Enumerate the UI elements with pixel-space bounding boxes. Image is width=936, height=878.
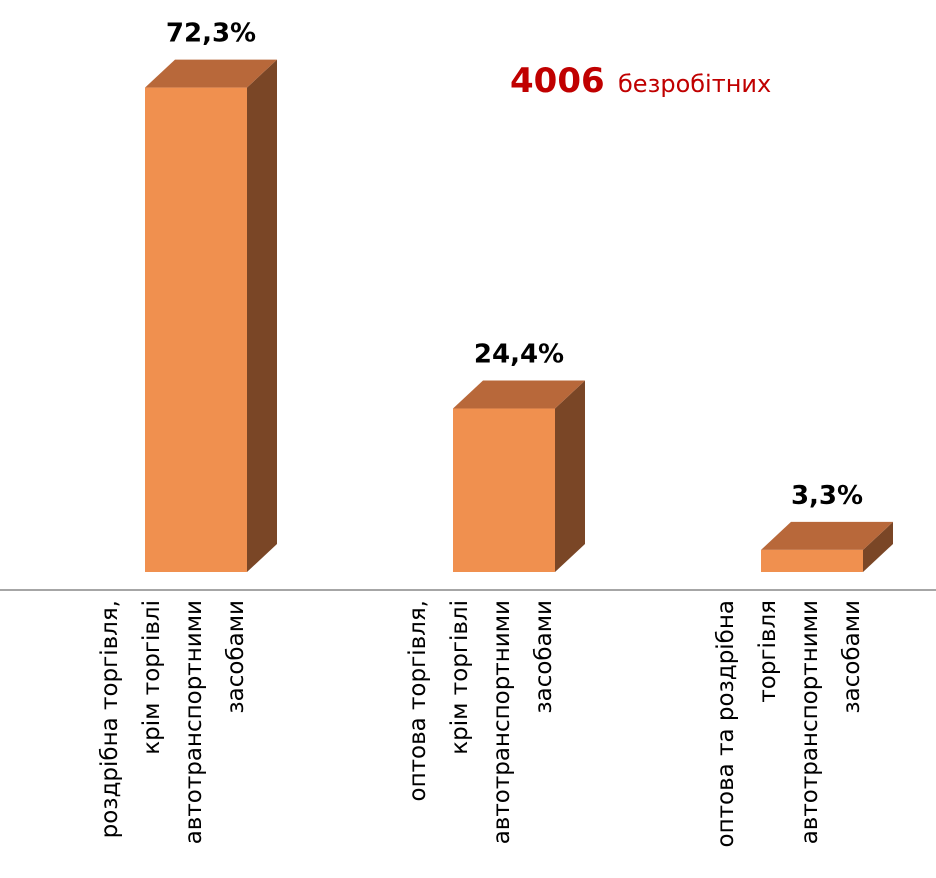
x-tick-label: автотранспортними <box>181 600 207 844</box>
bar <box>145 87 247 572</box>
x-tick-label: засобами <box>839 600 865 714</box>
bar-top <box>145 59 277 88</box>
x-tick-label: засобами <box>531 600 557 714</box>
x-tick-label: крім торгівлі <box>447 600 473 755</box>
annotation-number: 4006 <box>510 61 605 101</box>
x-tick-label: автотранспортними <box>797 600 823 844</box>
x-tick-label: засобами <box>223 600 249 714</box>
value-label: 24,4% <box>474 340 564 370</box>
value-label: 3,3% <box>791 481 863 511</box>
bar-side <box>555 380 585 572</box>
bar <box>453 408 555 572</box>
x-tick-label: роздрібна торгівля, <box>97 600 123 838</box>
x-tick-label: крім торгівлі <box>139 600 165 755</box>
bar <box>761 549 863 572</box>
annotation-text: безробітних <box>618 70 771 98</box>
bar-top <box>761 521 893 550</box>
x-tick-label: оптова та роздрібна <box>713 600 739 847</box>
bar-top <box>453 380 585 409</box>
bar-side <box>863 521 893 572</box>
value-label: 72,3% <box>166 19 256 49</box>
x-tick-label: оптова торгівля, <box>405 600 431 802</box>
x-tick-label: автотранспортними <box>489 600 515 844</box>
bar-side <box>247 59 277 572</box>
x-tick-label: торгівля <box>755 600 781 703</box>
